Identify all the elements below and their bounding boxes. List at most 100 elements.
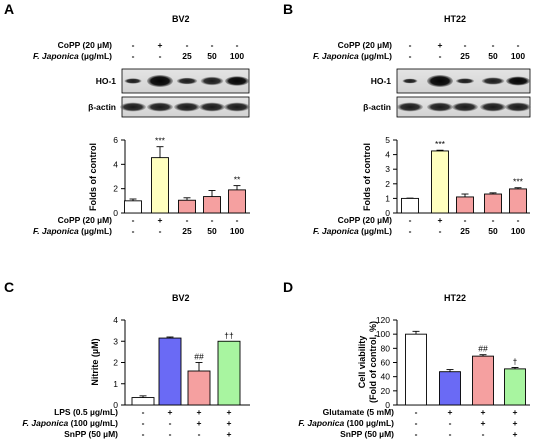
chart-d-bar <box>405 333 427 406</box>
panel-a-blot-row-label: CoPP (20 µM) <box>58 40 113 50</box>
panel-b-blot-row-label: F. Japonica (µg/mL) <box>313 51 392 61</box>
chart-a-y-tick-label: 6 <box>113 135 118 145</box>
chart-c-y-tick-label: 2 <box>113 358 118 368</box>
panel-letter-d: D <box>283 279 293 295</box>
chart-c-condition-mark: - <box>169 418 172 428</box>
chart-c-condition-mark: - <box>142 418 145 428</box>
panel-b-band <box>427 75 453 87</box>
chart-b-condition-mark: - <box>492 215 495 225</box>
panel-a-band <box>176 77 198 85</box>
panel-a-band <box>147 102 173 112</box>
chart-c-condition-label: F. Japonica (100 µg/mL) <box>22 418 118 428</box>
chart-d-condition-mark: - <box>449 418 452 428</box>
chart-c-bar <box>158 337 182 406</box>
panel-a-blot-row-mark: 25 <box>182 51 192 61</box>
chart-d-bar <box>504 368 526 406</box>
panel-b-blot-row-mark: + <box>438 40 443 50</box>
panel-b-band <box>402 78 418 84</box>
chart-a-y-tick-label: 2 <box>113 184 118 194</box>
chart-a-condition-mark: 25 <box>182 226 192 236</box>
panel-a-band <box>200 76 224 86</box>
chart-b-y-axis-label: Folds of control <box>362 143 372 211</box>
chart-a-condition-label: CoPP (20 µM) <box>58 215 113 225</box>
chart-b-condition-mark: 25 <box>460 226 470 236</box>
chart-d-y-tick-label: 60 <box>381 358 391 368</box>
chart-d-y-tick-label: 40 <box>381 372 391 382</box>
chart-d-y-tick-label: 100 <box>376 329 390 339</box>
chart-a-significance-label: ** <box>234 175 241 185</box>
chart-c-condition-mark: - <box>169 429 172 439</box>
chart-a-y-tick-label: 0 <box>113 208 118 218</box>
chart-c-significance-label: †† <box>224 330 234 340</box>
chart-c-y-tick-label: 1 <box>113 379 118 389</box>
chart-b-y-tick-label: 0 <box>385 208 390 218</box>
chart-a-condition-mark: - <box>132 215 135 225</box>
chart-b-condition-mark: - <box>409 215 412 225</box>
panel-b-band <box>397 102 423 112</box>
chart-a-y-tick-label: 4 <box>113 159 118 169</box>
chart-b-significance-label: *** <box>435 139 446 149</box>
panel-b-blot-row-mark: - <box>439 51 442 61</box>
chart-b-condition-mark: 50 <box>488 226 498 236</box>
panel-a-blot-row-mark: - <box>236 40 239 50</box>
chart-d-y-axis-label: Cell viability(Fold of control, %) <box>357 321 378 403</box>
panel-a-band <box>225 76 249 86</box>
chart-a-condition-mark: - <box>236 215 239 225</box>
chart-d-condition-mark: - <box>415 407 418 417</box>
chart-b-y-tick-label: 1 <box>385 193 390 203</box>
panel-b-blot-row-mark: - <box>517 40 520 50</box>
chart-b-bar <box>484 193 502 214</box>
chart-a-condition-mark: - <box>159 226 162 236</box>
panel-a-band <box>174 102 200 112</box>
chart-d-condition-label: F. Japonica (100 µg/mL) <box>298 418 394 428</box>
chart-b-y-tick-label: 5 <box>385 135 390 145</box>
panel-b-band <box>506 76 530 86</box>
chart-d-condition-mark: - <box>449 429 452 439</box>
chart-b-condition-mark: - <box>464 215 467 225</box>
panel-a-blot-row-mark: 100 <box>230 51 244 61</box>
panel-letter-a: A <box>4 1 14 17</box>
chart-c-condition-mark: + <box>227 429 232 439</box>
panel-b-band <box>427 102 453 112</box>
chart-d-y-tick-label: 20 <box>381 386 391 396</box>
chart-a-condition-mark: - <box>211 215 214 225</box>
chart-a-condition-mark: - <box>132 226 135 236</box>
panel-a-band-label: HO-1 <box>96 76 117 86</box>
panel-a-blot-row-mark: - <box>132 51 135 61</box>
chart-d-condition-mark: + <box>513 418 518 428</box>
panel-a-band <box>147 75 173 87</box>
panel-c-cell-label: BV2 <box>172 293 190 303</box>
panel-b-blot-row-mark: 25 <box>460 51 470 61</box>
chart-d-condition-mark: - <box>415 429 418 439</box>
panel-a-blot-row-label: F. Japonica (µg/mL) <box>33 51 112 61</box>
chart-a-bar <box>151 157 169 214</box>
panel-a-band <box>224 102 250 112</box>
panel-b-cell-label: HT22 <box>444 14 466 24</box>
panel-a-blot-row-mark: + <box>158 40 163 50</box>
panel-a-band <box>120 102 146 112</box>
chart-b-y-tick-label: 2 <box>385 179 390 189</box>
chart-a-bar <box>228 189 246 214</box>
chart-d-significance-label: ## <box>478 344 488 354</box>
panel-b-band-label: β-actin <box>363 102 391 112</box>
chart-d-y-tick-label: 0 <box>385 400 390 410</box>
chart-c-condition-mark: + <box>197 418 202 428</box>
chart-c-condition-mark: - <box>142 407 145 417</box>
chart-d-condition-mark: + <box>448 407 453 417</box>
chart-c-condition-mark: + <box>197 407 202 417</box>
chart-c-condition-label: LPS (0.5 µg/mL) <box>54 407 118 417</box>
chart-b-significance-label: *** <box>513 177 524 187</box>
panel-a-blot-row-mark: - <box>159 51 162 61</box>
chart-b-bar <box>401 197 419 214</box>
chart-d-y-tick-label: 120 <box>376 315 390 325</box>
chart-d-condition-mark: - <box>482 429 485 439</box>
panel-b-band <box>455 78 475 84</box>
chart-d-condition-mark: + <box>513 407 518 417</box>
panel-a-blot-row-mark: - <box>211 40 214 50</box>
chart-a-y-axis-label: Folds of control <box>88 143 98 211</box>
chart-b-condition-label: F. Japonica (µg/mL) <box>313 226 392 236</box>
panel-b-band <box>505 102 531 112</box>
panel-d-cell-label: HT22 <box>444 293 466 303</box>
chart-a-condition-mark: + <box>158 215 163 225</box>
